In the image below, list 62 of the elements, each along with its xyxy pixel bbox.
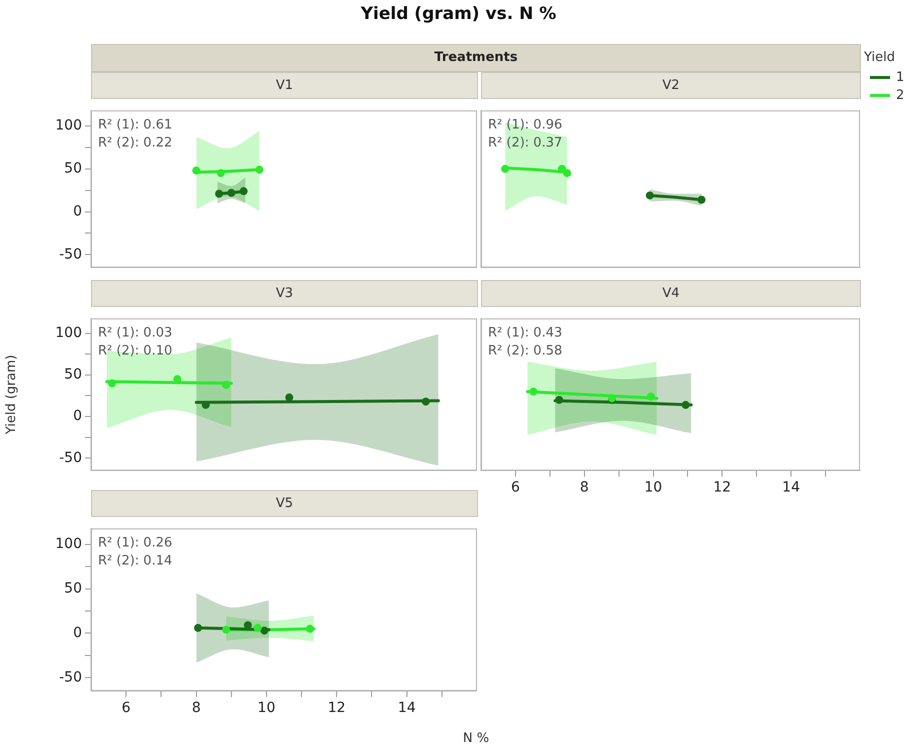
point <box>646 392 655 401</box>
point <box>255 166 264 174</box>
point <box>563 169 572 178</box>
y-tick-label: 50 <box>64 580 82 596</box>
chart-title: V5 <box>91 490 478 517</box>
point <box>422 398 430 406</box>
y-axis-title: Yield (gram) <box>4 354 20 436</box>
y-tick-label: 0 <box>73 203 82 220</box>
point <box>646 191 654 200</box>
text: Yield (gram) vs. N % <box>360 4 558 24</box>
x-tick-label: 10 <box>644 480 662 496</box>
y-tick-label: 0 <box>73 408 82 424</box>
point <box>682 400 690 409</box>
chart-title: V3 <box>91 280 478 307</box>
x-tick-label: 8 <box>580 480 589 496</box>
chart-title: V4 <box>481 280 861 307</box>
y-tick-label: 100 <box>55 118 82 134</box>
x-tick-label: 6 <box>122 700 131 716</box>
x-tick-label: 14 <box>398 700 416 716</box>
annotation: R² (2): 0.37 <box>488 135 562 150</box>
y-tick-label: -50 <box>59 246 82 262</box>
point <box>698 196 706 204</box>
legend-label: 1 <box>896 70 904 84</box>
annotation: R² (2): 0.14 <box>98 553 172 568</box>
point <box>215 190 224 198</box>
y-tick-label: 50 <box>64 366 82 383</box>
chart-title: V2 <box>481 72 861 99</box>
y-tick-label: 100 <box>55 536 82 552</box>
x-tick-label: 10 <box>258 700 276 716</box>
annotation: R² (1): 0.03 <box>98 325 172 340</box>
point <box>192 166 200 175</box>
legend-label: 2 <box>896 88 904 102</box>
y-tick-label: 100 <box>55 325 82 342</box>
x-tick-label: 8 <box>192 700 201 716</box>
annotation: R² (1): 0.26 <box>98 535 172 550</box>
x-tick-label: 6 <box>510 480 520 496</box>
point <box>529 388 538 396</box>
x-tick-label: 12 <box>328 700 346 716</box>
point <box>555 396 564 404</box>
point <box>216 169 225 178</box>
text: Treatments <box>91 44 861 72</box>
y-tick-label: -50 <box>59 669 82 686</box>
point <box>202 400 210 409</box>
legend-title: Yield <box>864 50 896 65</box>
annotation: R² (2): 0.10 <box>98 343 172 358</box>
y-tick-label: 50 <box>64 160 82 176</box>
x-axis-title: N % <box>462 731 490 746</box>
y-tick-label: 0 <box>73 624 82 641</box>
x-tick-label: 14 <box>782 480 800 496</box>
annotation: R² (1): 0.61 <box>98 117 172 132</box>
annotation: R² (1): 0.43 <box>488 325 562 340</box>
annotation: R² (2): 0.22 <box>98 135 172 150</box>
x-tick-label: 12 <box>713 480 732 496</box>
chart-title: V1 <box>91 72 478 99</box>
point <box>501 164 510 173</box>
annotation: R² (2): 0.58 <box>488 343 562 358</box>
y-tick-label: -50 <box>59 450 82 466</box>
point <box>285 393 294 402</box>
point <box>108 379 116 388</box>
annotation: R² (1): 0.96 <box>488 117 562 132</box>
point <box>240 187 248 196</box>
point <box>222 380 230 389</box>
